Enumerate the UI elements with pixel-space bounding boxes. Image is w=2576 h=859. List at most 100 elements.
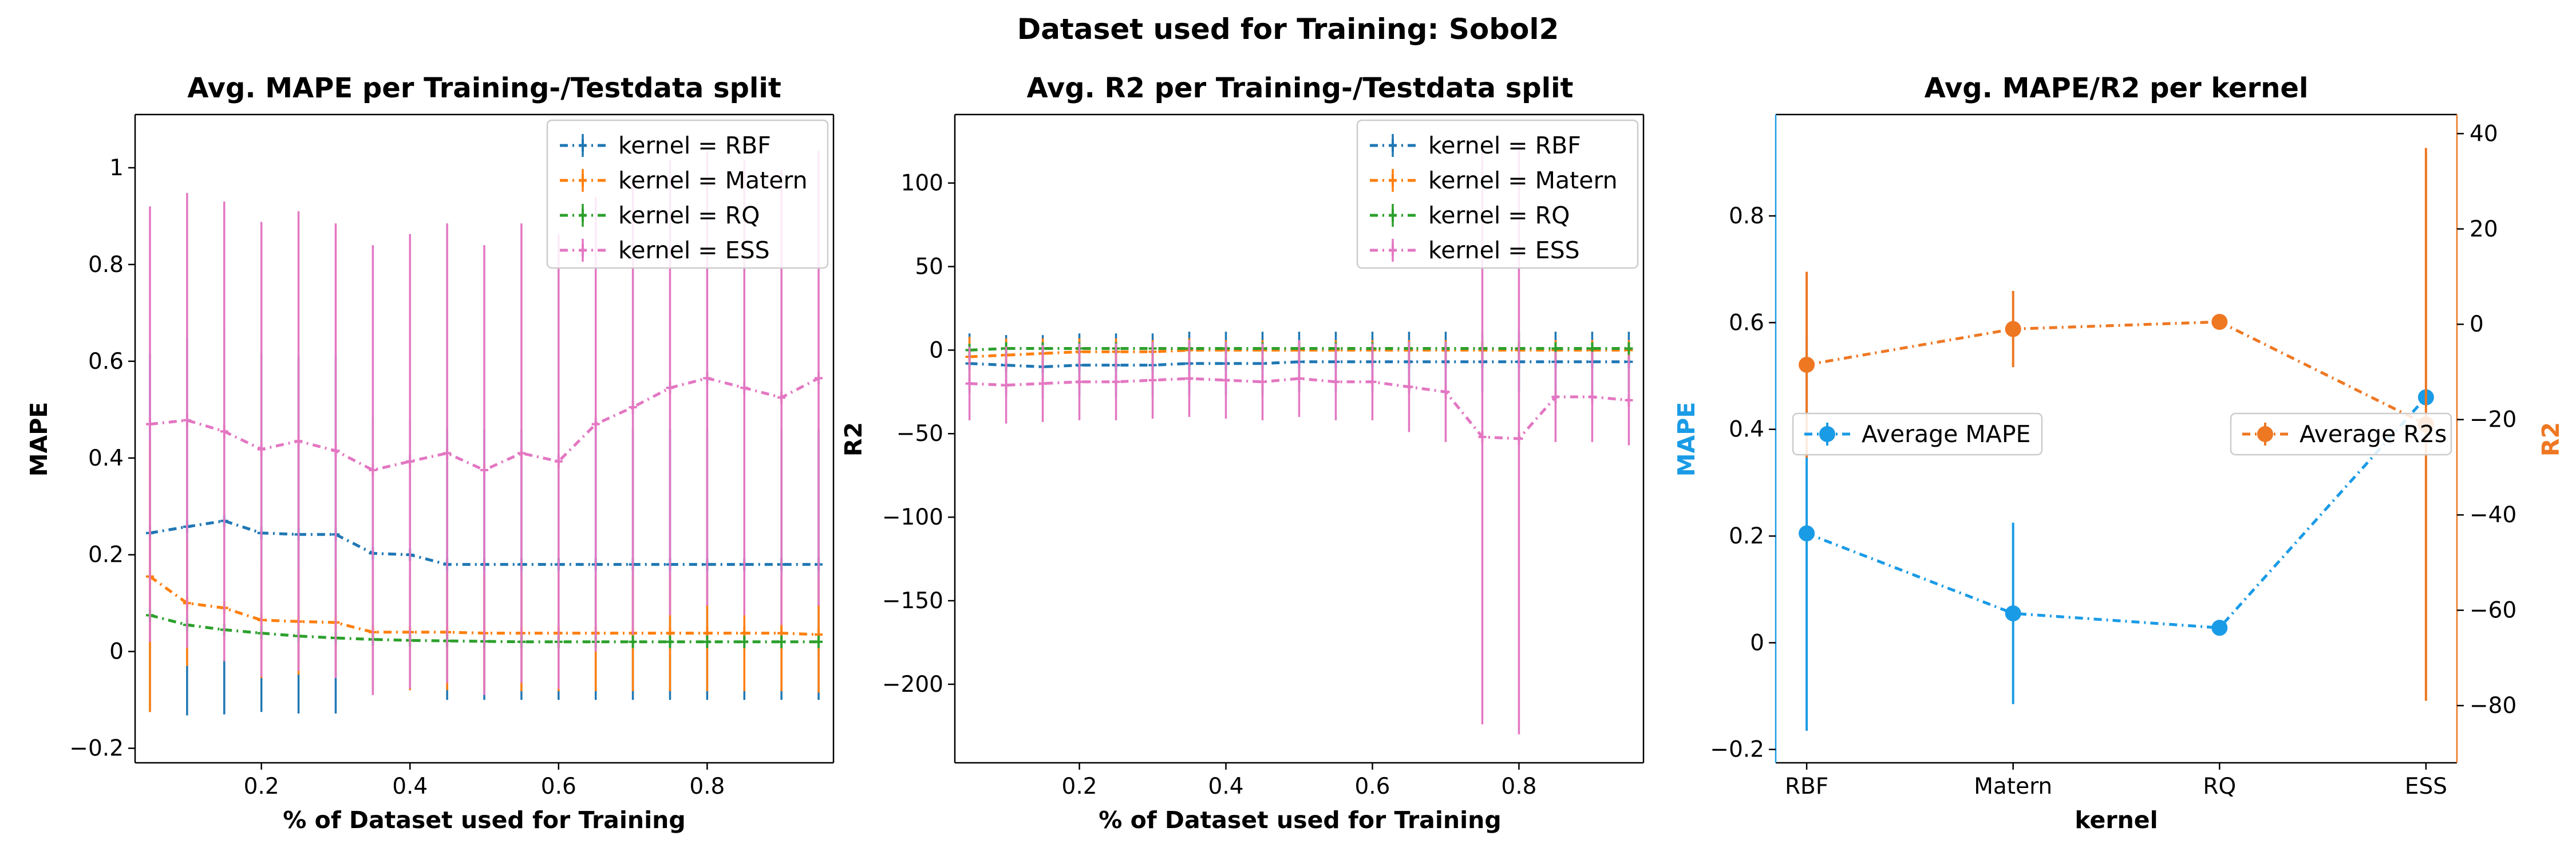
data-point bbox=[815, 635, 823, 648]
data-point bbox=[740, 381, 749, 395]
y-tick-label: 1 bbox=[109, 155, 124, 181]
x-tick-label: 0.4 bbox=[1208, 774, 1244, 799]
data-point bbox=[1038, 377, 1047, 390]
y-tick-label: −0.2 bbox=[69, 736, 124, 762]
data-point bbox=[629, 401, 637, 414]
y-tick-label: 0.2 bbox=[1729, 523, 1764, 549]
data-point bbox=[591, 417, 600, 431]
panel-r2-split: Avg. R2 per Training-/Testdata split % o… bbox=[840, 72, 1645, 834]
legend-swatch-marker bbox=[1389, 209, 1397, 222]
legend: Average MAPE Average R2s bbox=[1792, 412, 2452, 456]
data-point bbox=[1588, 391, 1597, 404]
legend-frame bbox=[2230, 412, 2452, 456]
panel-title: Avg. R2 per Training-/Testdata split bbox=[1026, 72, 1573, 104]
series-ess bbox=[965, 143, 1633, 735]
figure-suptitle: Dataset used for Training: Sobol2 bbox=[1017, 13, 1559, 46]
data-point bbox=[1478, 431, 1487, 444]
data-point bbox=[406, 455, 414, 468]
plot-area: −0.2 0 0.2 0.4 0.6 0.8 RBF Matern RQ ESS −80 −60 −40… bbox=[1710, 113, 2516, 799]
legend-frame bbox=[1356, 119, 1639, 269]
series-line bbox=[1806, 320, 2427, 426]
legend: kernel = RBF kernel = Matern kernel = RQ ke… bbox=[546, 119, 829, 269]
y-right-tick-label: −60 bbox=[2470, 598, 2516, 624]
data-point bbox=[369, 463, 377, 476]
y-tick-label: 0.4 bbox=[88, 446, 124, 471]
y-axis-label-left: MAPE bbox=[1673, 402, 1700, 477]
x-tick-label: 0.2 bbox=[244, 774, 279, 799]
y-right-tick-label: −20 bbox=[2470, 407, 2516, 433]
y-tick-label: −0.2 bbox=[1710, 737, 1764, 763]
data-point bbox=[220, 425, 228, 438]
x-axis-label: kernel bbox=[2075, 806, 2158, 834]
legend-swatch-marker bbox=[1389, 244, 1397, 257]
x-tick-label: RQ bbox=[2203, 774, 2236, 799]
panel-kernel-summary: Avg. MAPE/R2 per kernel kernel MAPE R2 −… bbox=[1673, 72, 2565, 834]
panel-title: Avg. MAPE/R2 per kernel bbox=[1925, 72, 2309, 104]
data-point bbox=[1625, 393, 1633, 407]
data-point bbox=[1222, 373, 1230, 387]
data-point bbox=[1258, 375, 1267, 388]
legend-entry-rbf: kernel = RBF bbox=[618, 132, 771, 159]
y-tick-label: 0.8 bbox=[88, 252, 124, 278]
data-point bbox=[815, 372, 823, 385]
legend-frame bbox=[1792, 412, 2043, 456]
legend-swatch-marker bbox=[579, 139, 587, 152]
data-point bbox=[517, 447, 526, 460]
legend-frame bbox=[546, 119, 829, 269]
y-tick-label: −150 bbox=[882, 588, 943, 614]
y-tick-label: 0 bbox=[929, 337, 943, 363]
y-right-tick-label: −80 bbox=[2470, 693, 2516, 719]
data-point bbox=[1799, 525, 1815, 542]
y-tick-label: 100 bbox=[901, 171, 943, 196]
x-tick-label: Matern bbox=[1974, 774, 2052, 799]
data-point bbox=[629, 635, 637, 648]
legend-entry-matern: kernel = Matern bbox=[1428, 167, 1618, 194]
data-point bbox=[703, 372, 712, 385]
y-tick-label: 0.4 bbox=[1729, 417, 1764, 443]
data-point bbox=[2211, 314, 2228, 330]
data-point bbox=[703, 635, 712, 648]
x-axis-label: % of Dataset used for Training bbox=[1099, 806, 1501, 834]
data-point bbox=[145, 417, 154, 431]
panel-title: Avg. MAPE per Training-/Testdata split bbox=[187, 72, 781, 104]
y-tick-label: −50 bbox=[896, 421, 943, 447]
data-point bbox=[1112, 375, 1120, 388]
legend-entry-rq: kernel = RQ bbox=[1428, 202, 1570, 229]
y-tick-label: −100 bbox=[882, 505, 943, 530]
data-point bbox=[1148, 373, 1157, 387]
legend-entry-rbf: kernel = RBF bbox=[1428, 132, 1581, 159]
y-tick-label: 0 bbox=[109, 639, 124, 665]
plot-area: −0.2 0 0.2 0.4 0.6 0.8 1 0.2 0.4 0.6 0.8 kernel = R… bbox=[69, 113, 835, 799]
data-point bbox=[183, 413, 191, 427]
data-point bbox=[1185, 372, 1194, 385]
data-point bbox=[294, 435, 303, 448]
data-layer bbox=[145, 151, 823, 716]
x-tick-label: 0.6 bbox=[541, 774, 576, 799]
legend-swatch-marker bbox=[1389, 174, 1397, 187]
data-point bbox=[1368, 375, 1377, 388]
data-point bbox=[666, 635, 674, 648]
x-tick-label: 0.4 bbox=[392, 774, 428, 799]
series-mape_axis bbox=[1799, 336, 2434, 731]
y-tick-label: 0 bbox=[1750, 630, 1764, 656]
y-right-tick-label: 0 bbox=[2470, 312, 2484, 337]
x-tick-label: 0.2 bbox=[1062, 774, 1097, 799]
data-point bbox=[965, 377, 974, 390]
legend-swatch-marker bbox=[579, 244, 587, 257]
data-point bbox=[1625, 342, 1633, 355]
legend-entry-rq: kernel = RQ bbox=[618, 202, 760, 229]
legend-entry-matern: kernel = Matern bbox=[618, 167, 808, 194]
data-point bbox=[2005, 605, 2021, 622]
y-tick-label: 0.6 bbox=[1729, 310, 1764, 336]
data-point bbox=[443, 447, 452, 460]
legend-swatch-marker bbox=[579, 174, 587, 187]
x-tick-label: 0.6 bbox=[1354, 774, 1390, 799]
data-point bbox=[740, 635, 749, 648]
y-right-tick-label: −40 bbox=[2470, 502, 2516, 528]
data-point bbox=[1515, 432, 1523, 445]
x-tick-label: 0.8 bbox=[1501, 774, 1536, 799]
y-tick-label: 50 bbox=[915, 254, 943, 279]
x-tick-label: ESS bbox=[2405, 774, 2447, 799]
legend-entry-r2-axis: Average R2s bbox=[2300, 420, 2447, 448]
